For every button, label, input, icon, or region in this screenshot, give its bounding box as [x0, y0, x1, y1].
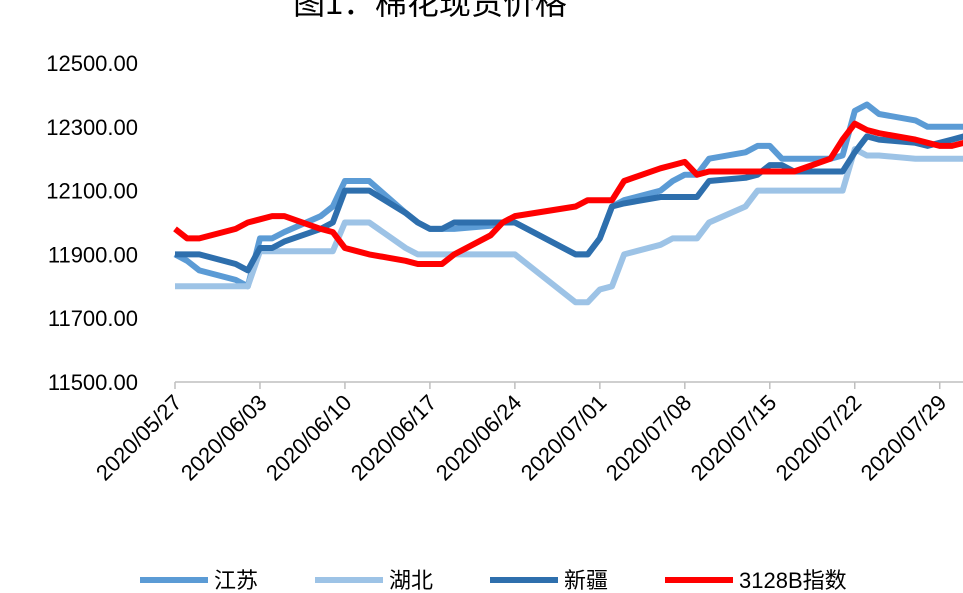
- y-tick-label: 11500.00: [48, 370, 138, 395]
- x-tick-label: 2020/06/03: [176, 390, 272, 486]
- x-tick-label: 2020/07/15: [686, 390, 782, 486]
- legend-label: 3128B指数: [739, 568, 847, 593]
- legend-label: 湖北: [389, 568, 433, 593]
- x-tick-label: 2020/05/27: [91, 390, 187, 486]
- x-tick-label: 2020/07/08: [601, 390, 697, 486]
- y-tick-label: 11700.00: [48, 306, 138, 331]
- y-tick-label: 12500.00: [46, 51, 138, 76]
- x-tick-label: 2020/07/22: [771, 390, 867, 486]
- chart-title: 图1：棉花现货价格: [293, 0, 567, 21]
- x-tick-label: 2020/07/01: [516, 390, 612, 486]
- legend-label: 新疆: [564, 568, 608, 593]
- legend-item: 新疆: [490, 568, 608, 593]
- series-line: [175, 146, 963, 306]
- legend-item: 湖北: [315, 568, 433, 593]
- legend-item: 江苏: [140, 568, 258, 593]
- y-tick-label: 12100.00: [46, 179, 138, 204]
- x-tick-label: 2020/06/10: [261, 390, 357, 486]
- legend-label: 江苏: [214, 568, 258, 593]
- x-tick-label: 2020/06/17: [346, 390, 442, 486]
- series-line: [175, 133, 963, 274]
- x-tick-label: 2020/07/29: [856, 390, 952, 486]
- y-tick-label: 12300.00: [46, 115, 138, 140]
- x-tick-label: 2020/06/24: [431, 390, 527, 486]
- legend-item: 3128B指数: [665, 568, 847, 593]
- y-tick-label: 11900.00: [48, 242, 138, 267]
- series-line: [173, 120, 963, 267]
